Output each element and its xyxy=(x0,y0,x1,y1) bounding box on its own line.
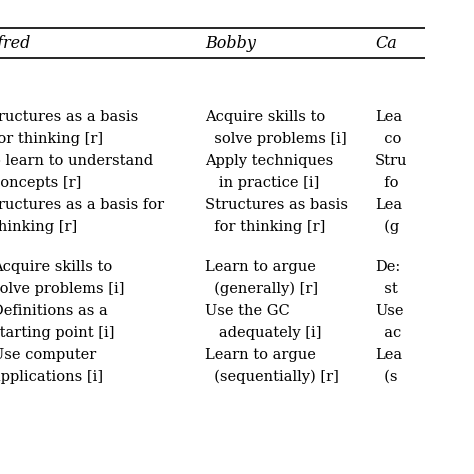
Text: Use: Use xyxy=(375,304,403,318)
Text: o learn to understand: o learn to understand xyxy=(0,154,153,168)
Text: (sequentially) [r]: (sequentially) [r] xyxy=(205,370,339,384)
Text: starting point [i]: starting point [i] xyxy=(0,326,115,340)
Text: ac: ac xyxy=(375,326,401,340)
Text: fo: fo xyxy=(375,176,399,190)
Text: Use computer: Use computer xyxy=(0,348,96,362)
Text: Acquire skills to: Acquire skills to xyxy=(205,110,325,124)
Text: Lea: Lea xyxy=(375,110,402,124)
Text: thinking [r]: thinking [r] xyxy=(0,220,77,234)
Text: Lea: Lea xyxy=(375,348,402,362)
Text: Use the GC: Use the GC xyxy=(205,304,290,318)
Text: Definitions as a: Definitions as a xyxy=(0,304,108,318)
Text: solve problems [i]: solve problems [i] xyxy=(205,132,347,146)
Text: Stru: Stru xyxy=(375,154,408,168)
Text: adequately [i]: adequately [i] xyxy=(205,326,321,340)
Text: Lea: Lea xyxy=(375,198,402,212)
Text: Learn to argue: Learn to argue xyxy=(205,260,316,274)
Text: solve problems [i]: solve problems [i] xyxy=(0,282,125,296)
Text: Learn to argue: Learn to argue xyxy=(205,348,316,362)
Text: Bobby: Bobby xyxy=(205,35,256,52)
Text: Structures as basis: Structures as basis xyxy=(205,198,348,212)
Text: for thinking [r]: for thinking [r] xyxy=(205,220,325,234)
Text: tructures as a basis for: tructures as a basis for xyxy=(0,198,164,212)
Text: (generally) [r]: (generally) [r] xyxy=(205,282,318,296)
Text: Apply techniques: Apply techniques xyxy=(205,154,333,168)
Text: concepts [r]: concepts [r] xyxy=(0,176,82,190)
Text: De:: De: xyxy=(375,260,400,274)
Text: Acquire skills to: Acquire skills to xyxy=(0,260,112,274)
Text: st: st xyxy=(375,282,398,296)
Text: applications [i]: applications [i] xyxy=(0,370,103,384)
Text: (g: (g xyxy=(375,220,399,234)
Text: lfred: lfred xyxy=(0,35,30,52)
Text: Ca: Ca xyxy=(375,35,397,52)
Text: co: co xyxy=(375,132,401,146)
Text: for thinking [r]: for thinking [r] xyxy=(0,132,103,146)
Text: (s: (s xyxy=(375,370,398,384)
Text: tructures as a basis: tructures as a basis xyxy=(0,110,138,124)
Text: in practice [i]: in practice [i] xyxy=(205,176,319,190)
